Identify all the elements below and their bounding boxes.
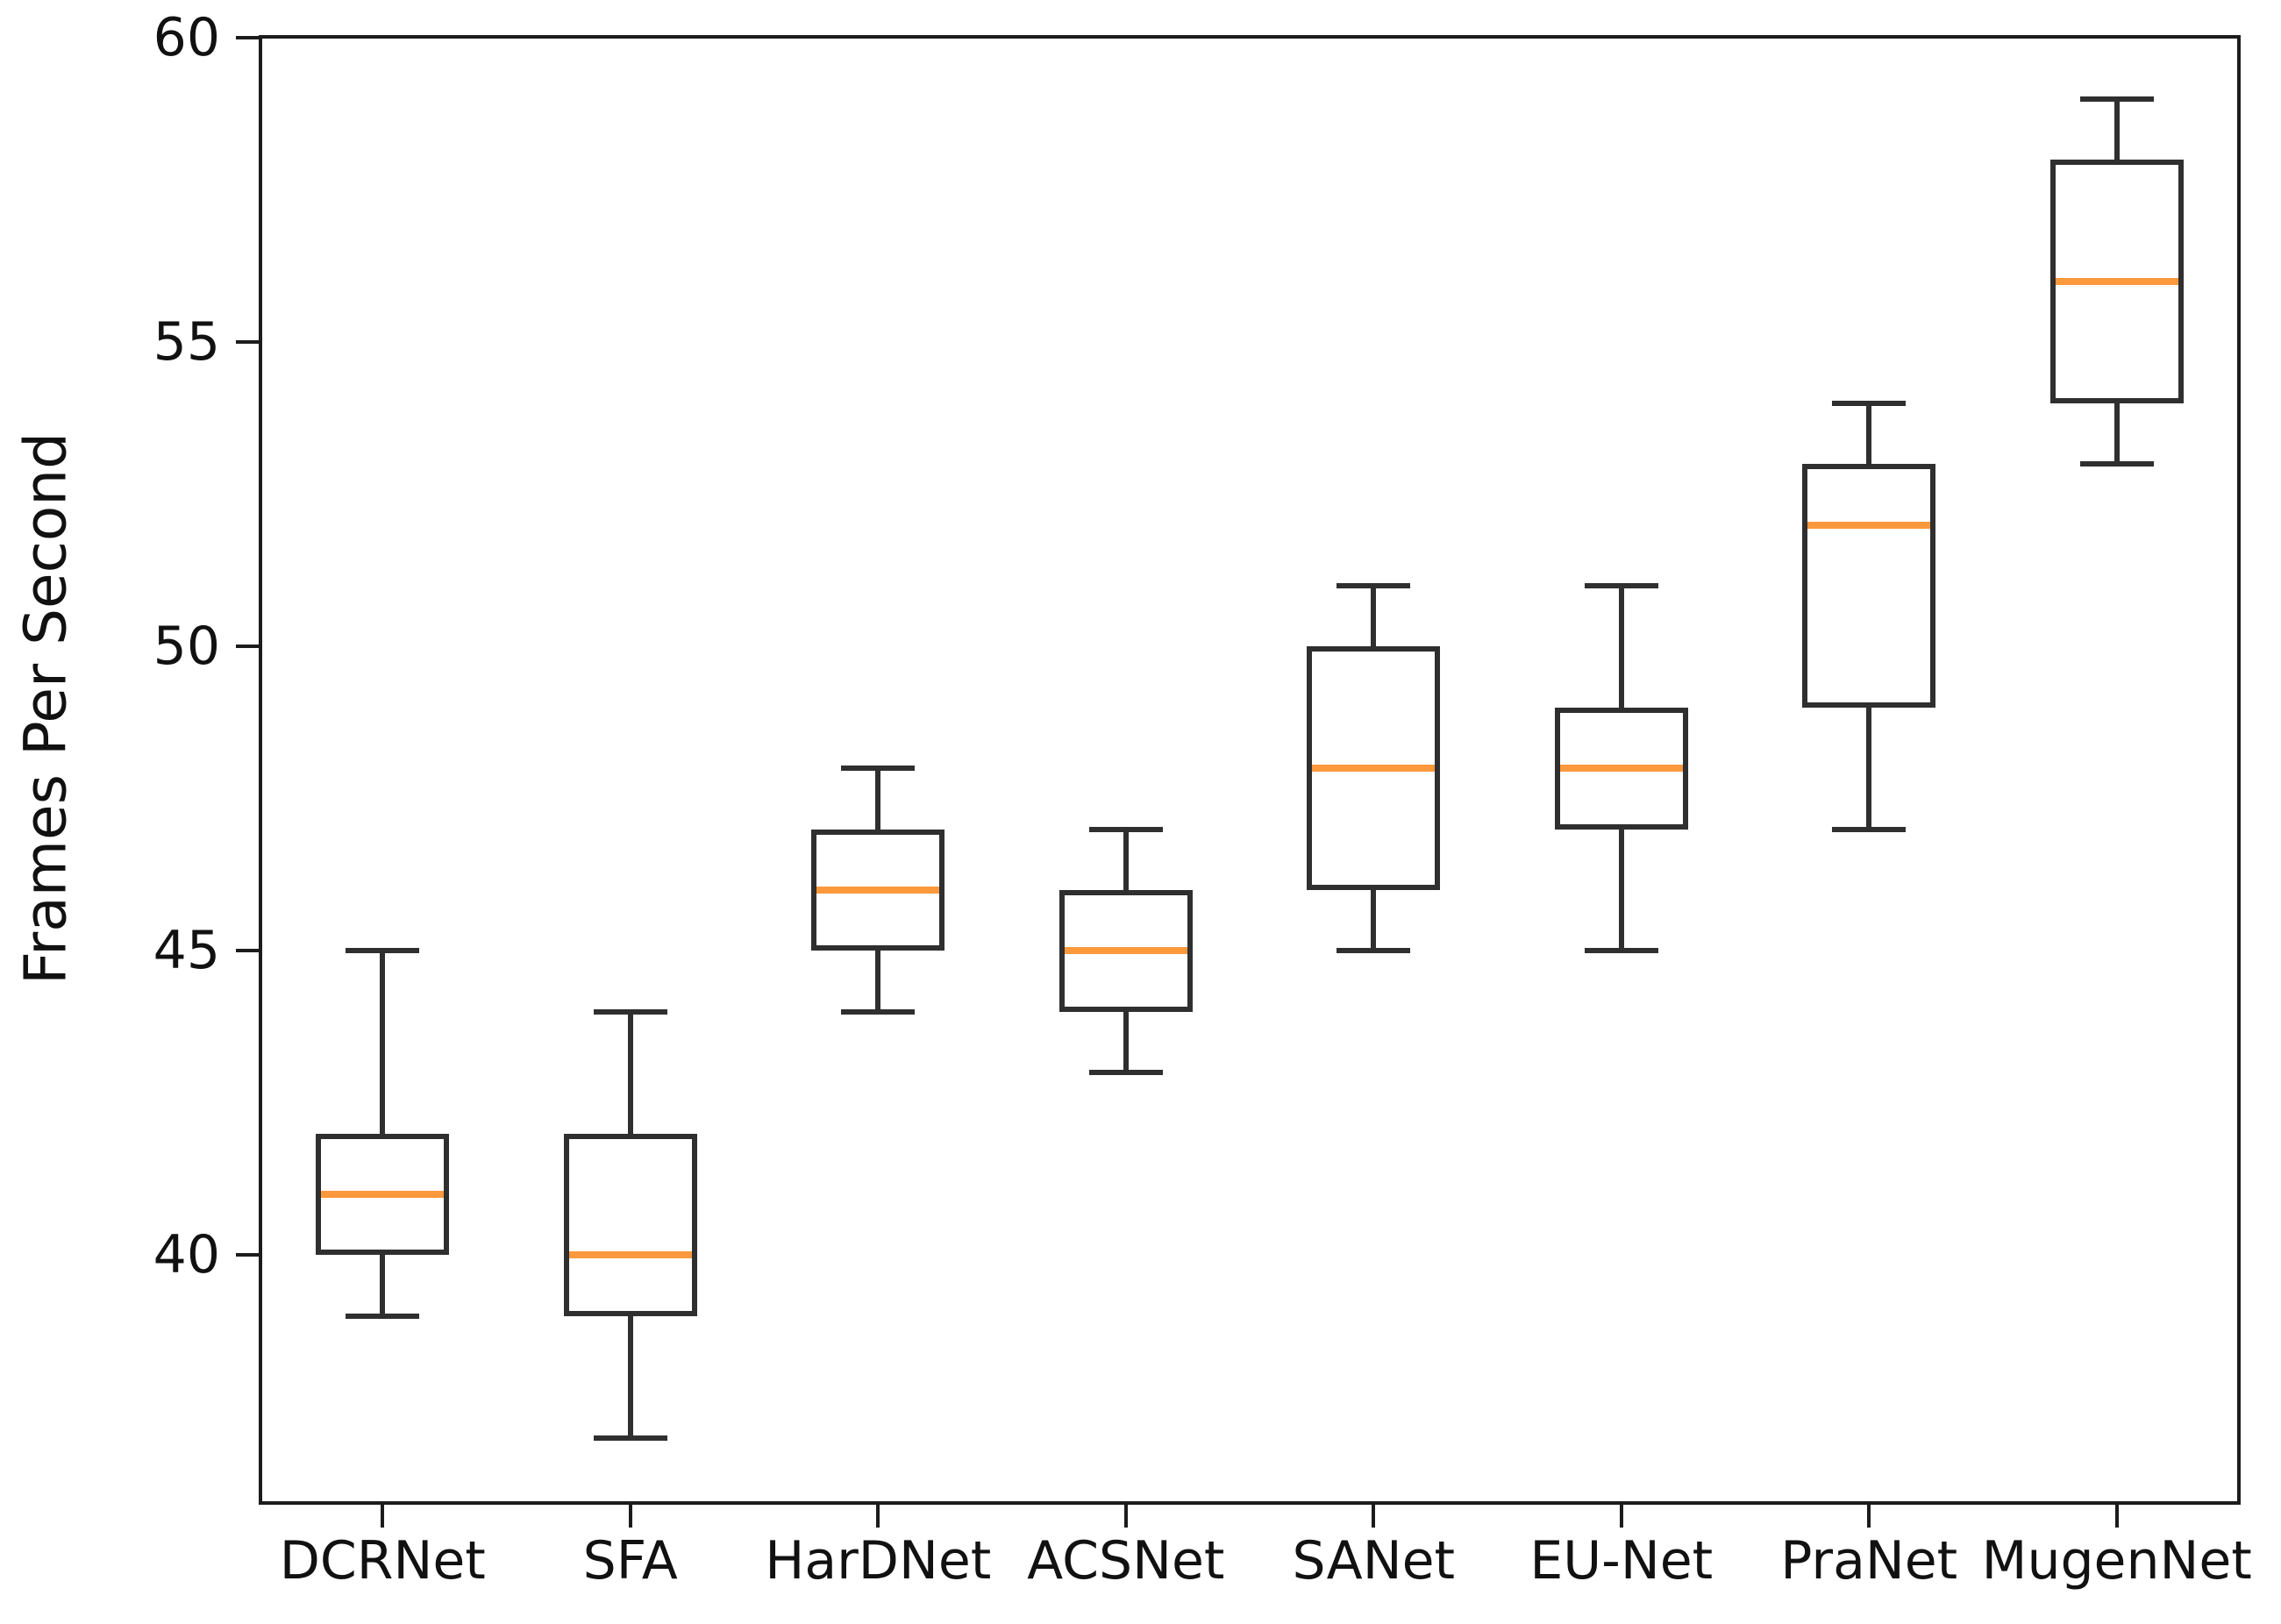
whisker-upper <box>380 951 386 1134</box>
median-MugenNet <box>2055 278 2178 286</box>
whisker-cap-top <box>593 1008 667 1015</box>
x-tick-label: EU-Net <box>1529 1530 1714 1592</box>
x-tick-mark <box>381 1505 385 1528</box>
y-tick-label: 55 <box>153 311 220 374</box>
x-tick-mark <box>1123 1505 1128 1528</box>
x-tick-label: SANet <box>1292 1530 1456 1592</box>
box-SANet <box>1307 646 1441 891</box>
y-tick-label: 50 <box>153 616 220 678</box>
x-tick-mark <box>2114 1505 2119 1528</box>
whisker-cap-bottom <box>1584 948 1658 954</box>
whisker-lower <box>380 1255 386 1316</box>
whisker-cap-top <box>1337 583 1411 589</box>
median-SANet <box>1312 765 1436 773</box>
box-HarDNet <box>811 829 945 951</box>
whisker-cap-bottom <box>2079 461 2154 467</box>
median-ACSNet <box>1064 947 1187 955</box>
whisker-upper <box>2113 98 2120 160</box>
median-HarDNet <box>816 887 940 894</box>
median-EU-Net <box>1559 765 1683 773</box>
plot-area <box>259 35 2241 1505</box>
whisker-cap-bottom <box>841 1008 916 1015</box>
x-tick-label: MugenNet <box>1981 1530 2252 1592</box>
whisker-lower <box>1618 829 1624 951</box>
whisker-upper <box>1866 402 1872 465</box>
y-tick-mark <box>236 36 259 40</box>
whisker-upper <box>627 1011 633 1134</box>
whisker-cap-bottom <box>1337 948 1411 954</box>
median-DCRNet <box>321 1191 445 1199</box>
x-tick-label: SFA <box>582 1530 678 1592</box>
x-tick-label: DCRNet <box>279 1530 486 1592</box>
y-tick-mark <box>236 949 259 953</box>
median-SFA <box>568 1251 692 1259</box>
whisker-upper <box>875 768 881 830</box>
x-tick-label: PraNet <box>1780 1530 1958 1592</box>
whisker-cap-bottom <box>1832 826 1907 832</box>
y-tick-mark <box>236 645 259 649</box>
box-EU-Net <box>1554 707 1688 830</box>
whisker-upper <box>1371 586 1377 647</box>
box-SFA <box>563 1133 697 1316</box>
x-tick-mark <box>1867 1505 1871 1528</box>
box-MugenNet <box>2049 160 2184 403</box>
whisker-upper <box>1618 586 1624 708</box>
y-tick-mark <box>236 340 259 345</box>
y-tick-mark <box>236 1253 259 1257</box>
whisker-lower <box>875 951 881 1012</box>
whisker-lower <box>2113 402 2120 465</box>
whisker-cap-bottom <box>346 1313 420 1319</box>
x-tick-mark <box>628 1505 632 1528</box>
whisker-cap-top <box>2079 96 2154 102</box>
whisker-cap-top <box>1584 583 1658 589</box>
whisker-cap-top <box>1832 400 1907 406</box>
whisker-lower <box>627 1315 633 1438</box>
whisker-lower <box>1371 890 1377 951</box>
y-tick-label: 60 <box>153 7 220 69</box>
x-tick-mark <box>876 1505 880 1528</box>
whisker-cap-top <box>1088 826 1163 832</box>
x-tick-mark <box>1619 1505 1623 1528</box>
whisker-cap-top <box>841 766 916 772</box>
box-PraNet <box>1802 464 1936 708</box>
y-axis-label: Frames Per Second <box>11 431 80 986</box>
median-PraNet <box>1807 521 1931 529</box>
box-ACSNet <box>1059 890 1193 1012</box>
x-tick-label: ACSNet <box>1027 1530 1225 1592</box>
whisker-lower <box>1123 1011 1129 1073</box>
x-tick-label: HarDNet <box>765 1530 992 1592</box>
y-tick-label: 45 <box>153 920 220 982</box>
whisker-upper <box>1123 829 1129 891</box>
whisker-lower <box>1866 707 1872 830</box>
whisker-cap-top <box>346 948 420 954</box>
whisker-cap-bottom <box>1088 1070 1163 1076</box>
x-tick-mark <box>1372 1505 1376 1528</box>
y-tick-label: 40 <box>153 1224 220 1286</box>
whisker-cap-bottom <box>593 1435 667 1441</box>
box-DCRNet <box>316 1133 450 1256</box>
